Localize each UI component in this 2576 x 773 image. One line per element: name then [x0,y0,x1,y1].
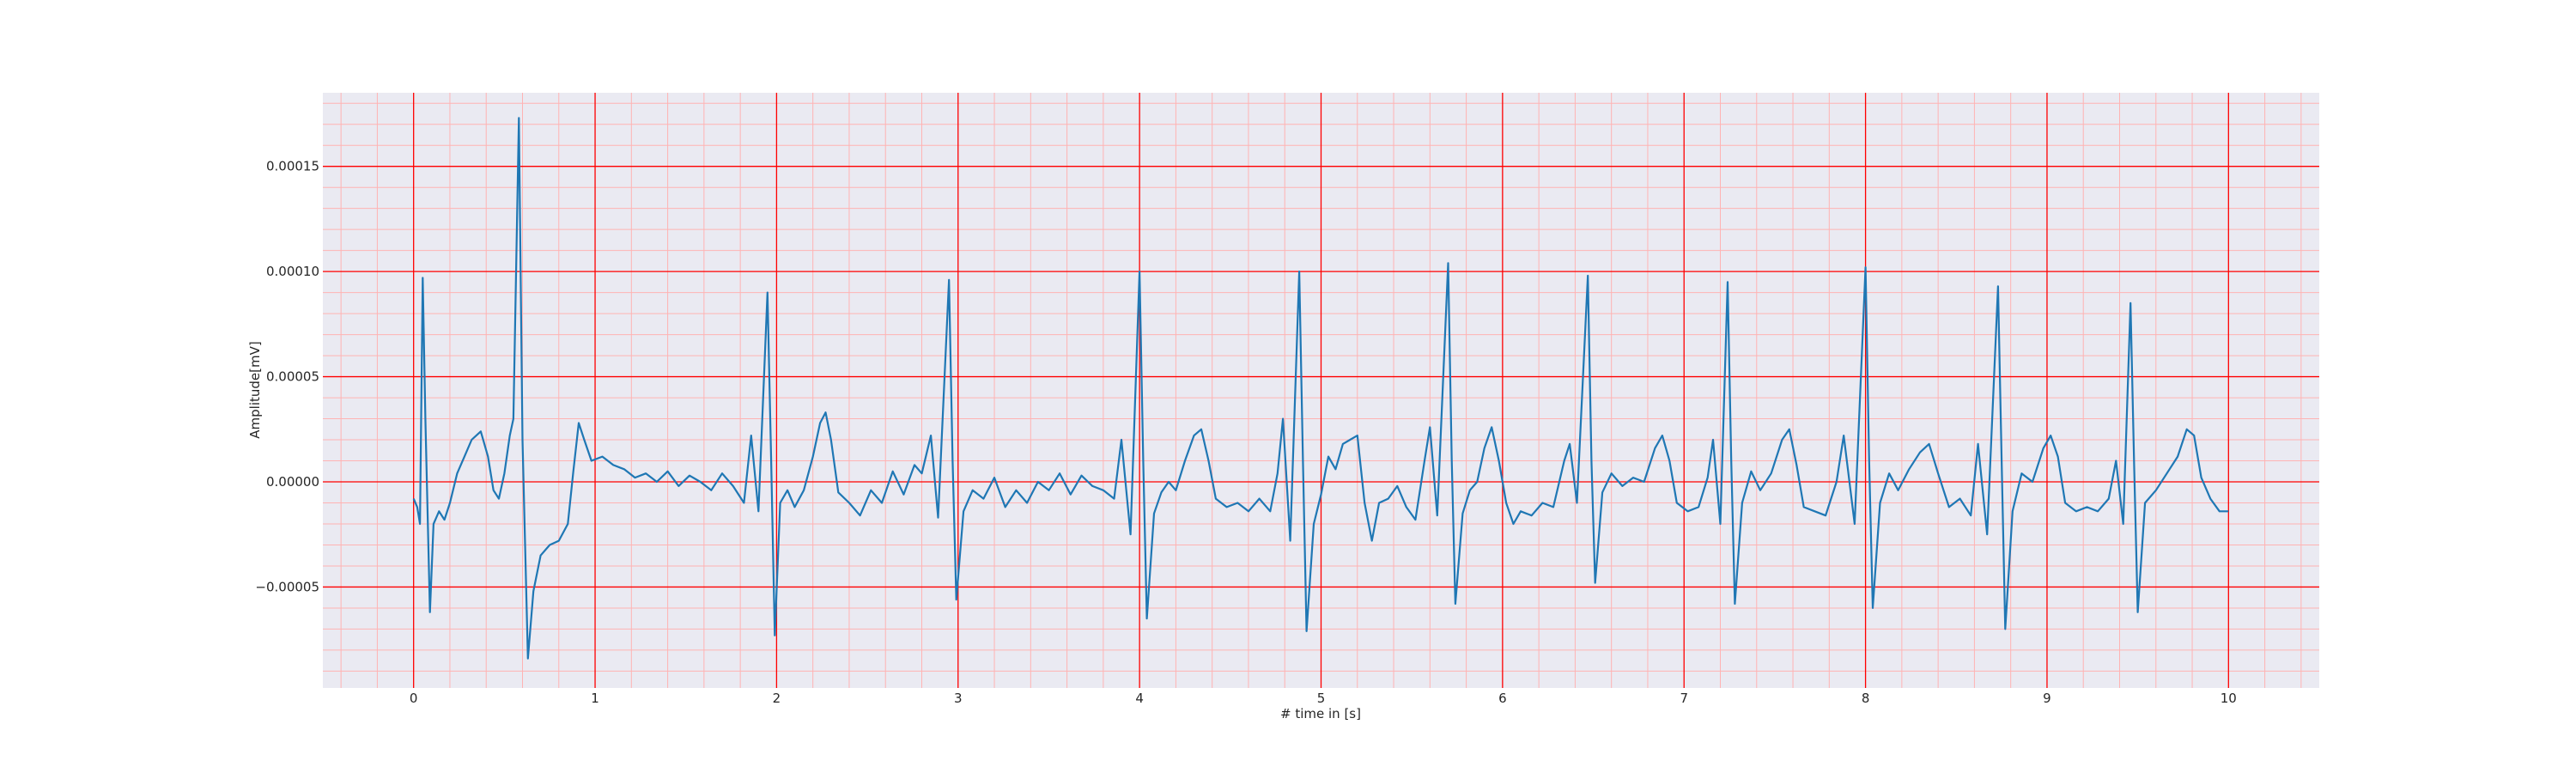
x-tick-label: 0 [410,691,418,706]
x-axis-label: # time in [s] [1280,706,1361,721]
x-tick-label: 3 [954,691,963,706]
y-tick-label: −0.00005 [255,579,319,594]
ecg-series [412,117,2229,660]
y-tick-label: 0.00010 [266,264,319,279]
x-tick-label: 1 [591,691,599,706]
x-tick-label: 9 [2043,691,2051,706]
major-grid [323,93,2319,688]
x-tick-label: 10 [2221,691,2237,706]
x-tick-label: 6 [1498,691,1507,706]
x-tick-label: 5 [1317,691,1326,706]
y-tick-label: 0.00005 [266,369,319,385]
x-tick-label: 8 [1862,691,1870,706]
x-tick-label: 7 [1680,691,1688,706]
x-tick-label: 2 [773,691,781,706]
x-axis-ticks: 0 1 2 3 4 5 6 7 8 9 10 [410,691,2237,706]
y-axis-label: Amplitude[mV] [247,341,263,438]
y-axis-ticks: −0.00005 0.00000 0.00005 0.00010 0.00015 [255,159,319,595]
y-tick-label: 0.00015 [266,159,319,174]
x-tick-label: 4 [1135,691,1144,706]
y-tick-label: 0.00000 [266,474,319,490]
ecg-series-line [412,117,2229,660]
